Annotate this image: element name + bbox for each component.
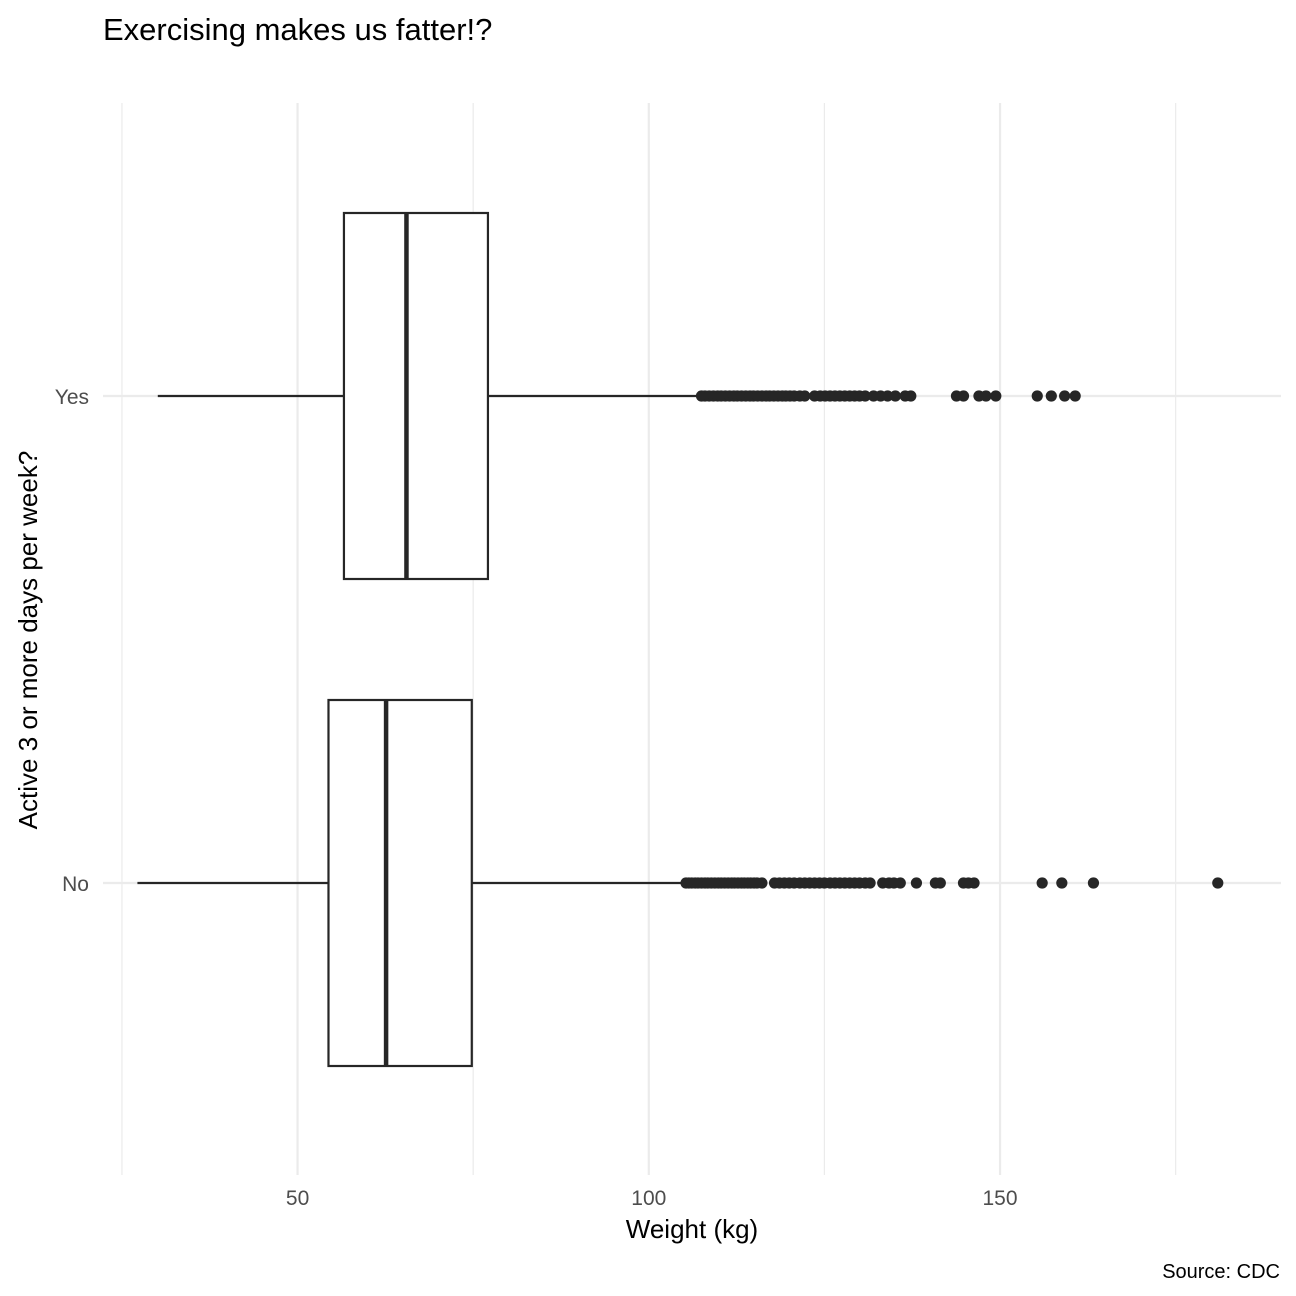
box-iqr: [342, 211, 490, 581]
outlier-point: [980, 390, 992, 402]
outlier-point: [889, 390, 901, 402]
box-iqr: [327, 698, 473, 1068]
outlier-point: [968, 877, 980, 889]
outlier-point: [882, 390, 894, 402]
y-axis-ticks: No Yes: [55, 386, 89, 896]
outlier-point: [990, 390, 1002, 402]
chart-title: Exercising makes us fatter!?: [103, 12, 492, 47]
outlier-point: [1031, 390, 1043, 402]
y-tick-label: Yes: [55, 386, 89, 409]
outlier-point: [894, 877, 906, 889]
outlier-point: [905, 390, 917, 402]
y-axis-title: Active 3 or more days per week?: [13, 451, 43, 830]
outlier-point: [859, 390, 871, 402]
outlier-point: [799, 390, 811, 402]
outlier-point: [934, 877, 946, 889]
caption: Source: CDC: [1162, 1261, 1280, 1283]
outlier-point: [1056, 877, 1068, 889]
outlier-point: [756, 877, 768, 889]
x-tick-label: 50: [286, 1187, 309, 1210]
outlier-point: [1069, 390, 1081, 402]
box-no: [137, 698, 1224, 1068]
y-tick-label: No: [62, 873, 89, 896]
boxes: [137, 211, 1224, 1068]
outlier-point: [864, 877, 876, 889]
grid: [103, 103, 1281, 1175]
outlier-point: [910, 877, 923, 889]
x-tick-label: 100: [631, 1187, 666, 1210]
outlier-point: [957, 390, 970, 402]
x-tick-label: 150: [982, 1187, 1017, 1210]
x-axis-ticks: 50 100 150: [286, 1187, 1018, 1210]
outlier-point: [1059, 390, 1071, 402]
x-axis-title: Weight (kg): [626, 1214, 758, 1244]
outlier-point: [1087, 877, 1100, 889]
outlier-point: [1045, 390, 1057, 402]
outlier-point: [1212, 877, 1224, 889]
box-yes: [157, 211, 1081, 581]
outlier-point: [1036, 877, 1048, 889]
